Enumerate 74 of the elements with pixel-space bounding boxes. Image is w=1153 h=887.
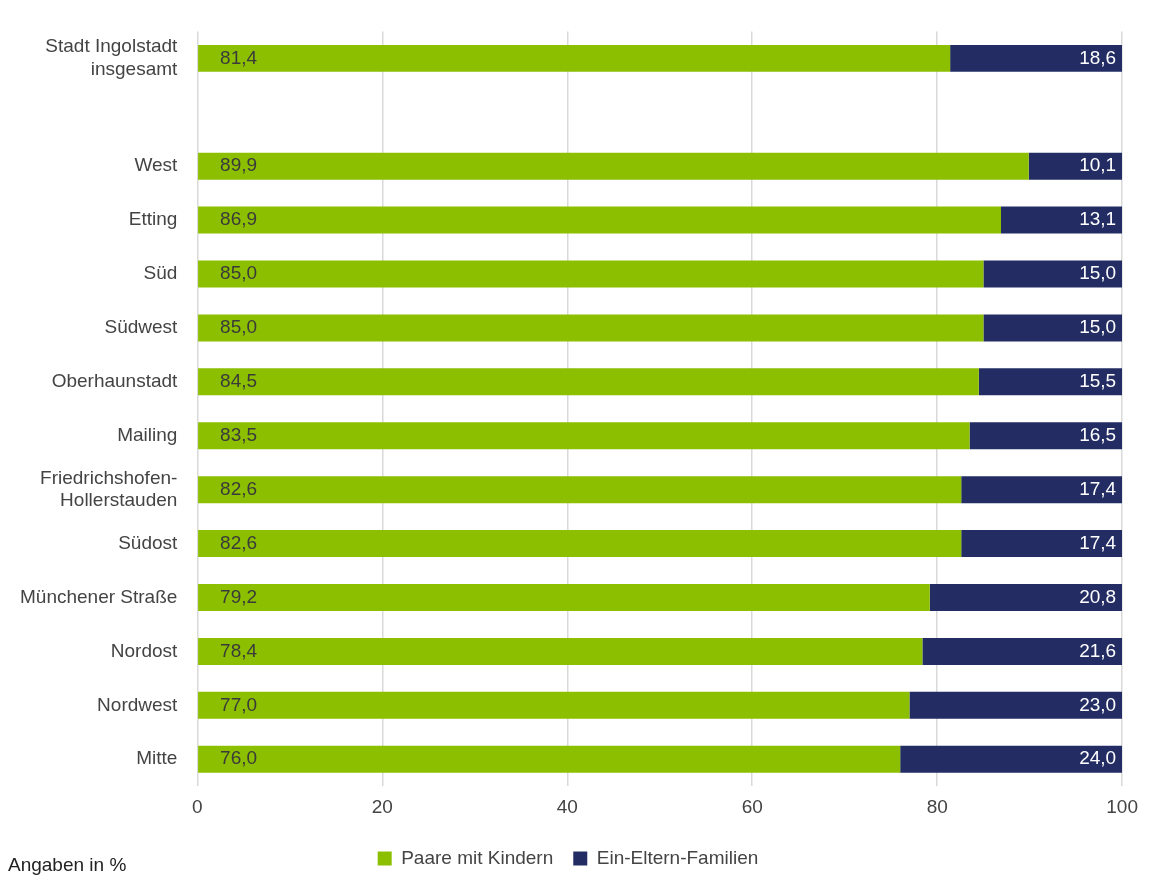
bar [198,745,901,773]
bar [198,206,1001,234]
x-tick-label: 60 [741,795,763,817]
bar [198,152,1029,180]
data-label: 89,9 [220,154,258,176]
bar [909,691,1123,719]
data-label: 20,8 [1079,585,1117,607]
bar [1028,152,1123,180]
data-label: 77,0 [220,693,258,715]
data-label: 16,5 [1079,423,1117,445]
bar [961,476,1123,504]
y-tick-label: Nordost [110,639,179,661]
y-tick-label: West [134,154,179,176]
bar [978,368,1123,396]
bar [929,584,1123,611]
bar [198,314,984,342]
bar [983,314,1123,342]
y-tick-label: Mitte [136,747,178,769]
data-label: 79,2 [220,585,258,607]
bar [922,637,1123,665]
bar [198,584,930,611]
x-tick-label: 80 [926,795,948,817]
bar [198,691,910,719]
bar [961,530,1123,558]
y-tick-label: Friedrichshofen-Hollerstauden [40,466,178,511]
bar [950,44,1123,72]
x-tick-label: 100 [1106,795,1138,817]
x-tick-label: 0 [192,795,203,817]
data-label: 76,0 [220,747,258,769]
y-tick-label: Nordwest [97,693,179,715]
data-label: 17,4 [1079,477,1117,499]
data-label: 82,6 [220,477,258,499]
bar [198,530,962,558]
data-label: 81,4 [220,46,258,68]
legend-label: Ein-Eltern-Familien [596,846,759,868]
bar [969,422,1123,450]
x-tick-label: 20 [371,795,393,817]
y-tick-label: Münchener Straße [19,585,178,607]
y-tick-label: Mailing [117,423,178,445]
data-label: 24,0 [1079,747,1117,769]
data-label: 13,1 [1079,208,1117,230]
data-label: 15,0 [1079,316,1117,338]
x-tick-label: 40 [556,795,578,817]
bar [900,745,1123,773]
data-label: 17,4 [1079,531,1117,553]
y-tick-label: Süd [143,262,178,284]
data-label: 84,5 [220,370,258,392]
data-label: 78,4 [220,639,258,661]
data-label: 21,6 [1079,639,1117,661]
bar [198,44,951,72]
data-label: 82,6 [220,531,258,553]
legend-label: Paare mit Kindern [401,846,554,868]
bar [198,368,979,396]
data-label: 85,0 [220,262,258,284]
y-tick-label: Südost [118,531,179,553]
y-tick-label: Etting [128,208,178,230]
bar [198,260,984,288]
data-label: 85,0 [220,316,258,338]
data-label: 83,5 [220,423,258,445]
bar [198,637,923,665]
bar [983,260,1123,288]
data-label: 86,9 [220,208,258,230]
bar [198,422,970,450]
y-tick-label: Stadt Ingolstadt insgesamt [45,35,179,79]
bar [1001,206,1123,234]
data-label: 15,0 [1079,262,1117,284]
data-label: 18,6 [1079,46,1117,68]
y-tick-label: Oberhaunstadt [51,370,179,392]
data-label: 15,5 [1079,370,1117,392]
data-label: 23,0 [1079,693,1117,715]
text: Angaben in % [8,854,127,876]
data-label: 10,1 [1079,154,1117,176]
bar [198,476,962,504]
y-tick-label: Südwest [104,316,179,338]
